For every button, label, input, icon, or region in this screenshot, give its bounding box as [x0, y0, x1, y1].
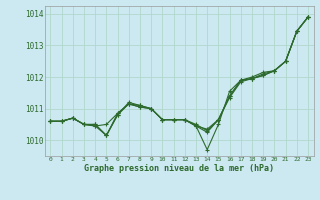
X-axis label: Graphe pression niveau de la mer (hPa): Graphe pression niveau de la mer (hPa) — [84, 164, 274, 173]
